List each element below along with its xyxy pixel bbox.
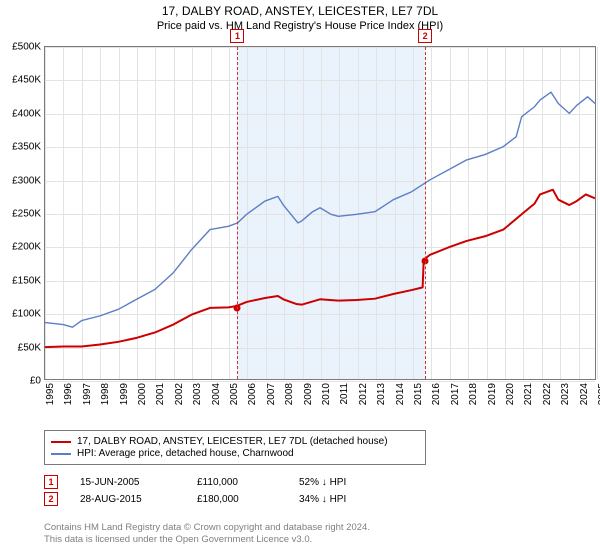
sale-marker-2: 2 [418, 29, 432, 43]
sale-row-1: 115-JUN-2005£110,00052% ↓ HPI [44, 475, 346, 489]
sales-table: 115-JUN-2005£110,00052% ↓ HPI 228-AUG-201… [44, 472, 346, 509]
legend-swatch-red [51, 441, 71, 443]
line-series [45, 47, 595, 379]
footer-line1: Contains HM Land Registry data © Crown c… [44, 522, 370, 534]
footer-attribution: Contains HM Land Registry data © Crown c… [44, 522, 370, 547]
chart-title-line2: Price paid vs. HM Land Registry's House … [0, 20, 600, 36]
legend-item-red: 17, DALBY ROAD, ANSTEY, LEICESTER, LE7 7… [51, 436, 419, 447]
legend-item-blue: HPI: Average price, detached house, Char… [51, 448, 419, 459]
chart-title-line1: 17, DALBY ROAD, ANSTEY, LEICESTER, LE7 7… [0, 0, 600, 20]
legend-swatch-blue [51, 453, 71, 455]
sale-marker-1: 1 [230, 29, 244, 43]
sale-row-2: 228-AUG-2015£180,00034% ↓ HPI [44, 492, 346, 506]
plot-area: 12 £0£50K£100K£150K£200K£250K£300K£350K£… [44, 46, 596, 380]
footer-line2: This data is licensed under the Open Gov… [44, 534, 370, 546]
legend-label-red: 17, DALBY ROAD, ANSTEY, LEICESTER, LE7 7… [77, 436, 388, 447]
legend-label-blue: HPI: Average price, detached house, Char… [77, 448, 294, 459]
legend: 17, DALBY ROAD, ANSTEY, LEICESTER, LE7 7… [44, 430, 426, 465]
